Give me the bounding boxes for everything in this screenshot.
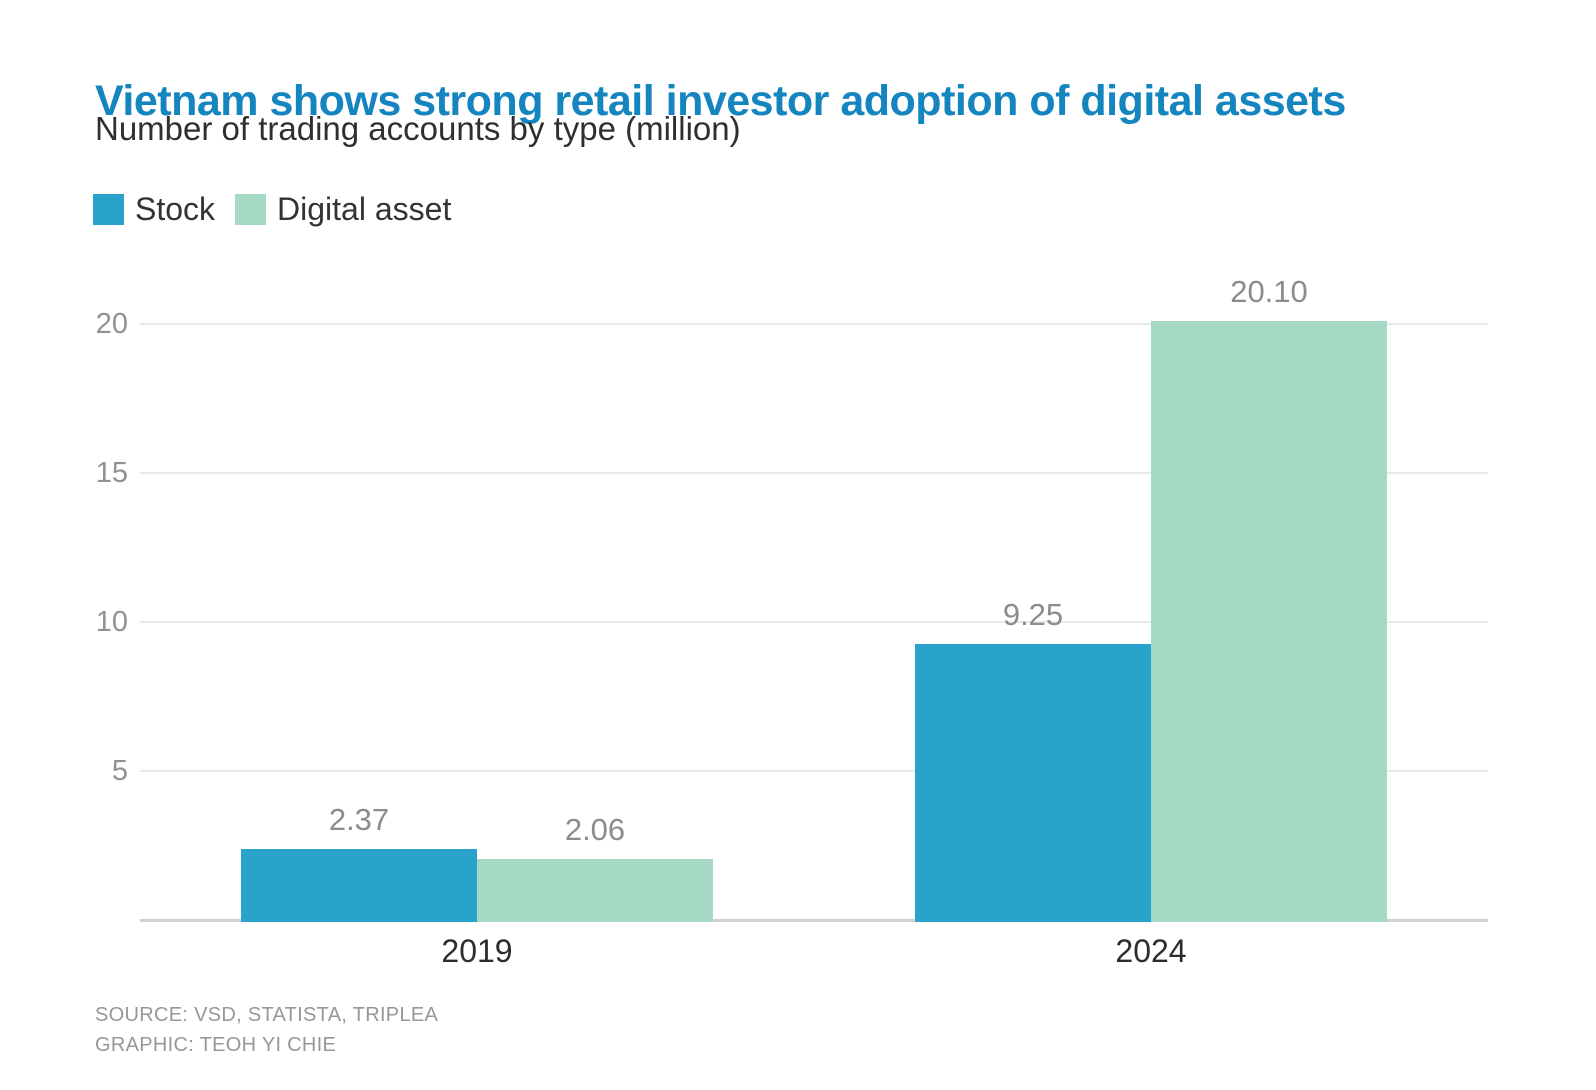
legend-swatch-stock xyxy=(93,194,124,225)
bar-stock-2024 xyxy=(915,644,1151,922)
footer: SOURCE: VSD, STATISTA, TRIPLEA GRAPHIC: … xyxy=(95,1000,438,1060)
y-axis-tick-label-10: 10 xyxy=(95,606,128,638)
chart-subtitle: Number of trading accounts by type (mill… xyxy=(95,110,741,147)
x-axis-line xyxy=(140,919,1488,922)
source-line: SOURCE: VSD, STATISTA, TRIPLEA xyxy=(95,1004,439,1026)
gridline-10 xyxy=(140,621,1488,623)
legend-swatch-digital-asset xyxy=(235,194,267,225)
y-axis-tick-label-15: 15 xyxy=(95,457,128,489)
value-label-stock-2019: 2.37 xyxy=(328,802,390,838)
value-label-digital-asset-2024: 20.10 xyxy=(1230,274,1308,310)
x-axis-label-2019: 2019 xyxy=(441,933,513,969)
gridline-15 xyxy=(140,472,1488,474)
bar-digital-asset-2019 xyxy=(477,858,713,922)
legend-label-digital-asset: Digital asset xyxy=(277,191,452,227)
gridline-5 xyxy=(140,770,1488,772)
value-label-stock-2024: 9.25 xyxy=(1002,597,1064,633)
x-axis-label-2024: 2024 xyxy=(1115,933,1187,969)
bar-digital-asset-2024 xyxy=(1151,321,1387,922)
legend-item-stock: Stock xyxy=(93,191,215,228)
value-label-digital-asset-2019: 2.06 xyxy=(564,811,626,847)
y-axis-tick-label-5: 5 xyxy=(111,755,128,787)
bar-stock-2019 xyxy=(241,849,477,922)
y-axis-tick-label-20: 20 xyxy=(95,308,128,340)
legend: Stock Digital asset xyxy=(93,191,451,228)
graphic-credit-line: GRAPHIC: TEOH YI CHIE xyxy=(95,1034,337,1056)
chart-title: Vietnam shows strong retail investor ado… xyxy=(95,76,1346,125)
legend-label-stock: Stock xyxy=(135,191,216,227)
gridline-20 xyxy=(140,323,1488,325)
legend-item-digital-asset: Digital asset xyxy=(235,191,451,228)
